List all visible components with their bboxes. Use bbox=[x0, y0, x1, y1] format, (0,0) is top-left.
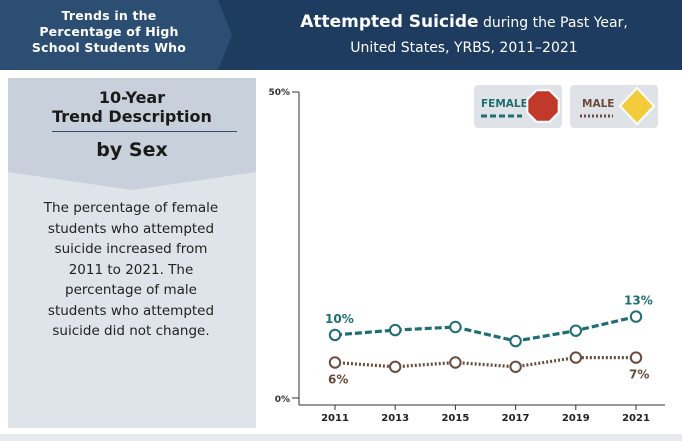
header-left-tab: Trends in the Percentage of High School … bbox=[0, 0, 232, 70]
title-rest: during the Past Year, bbox=[478, 15, 628, 31]
header-left-line: Trends in the bbox=[61, 8, 157, 23]
stop-sign-icon bbox=[526, 89, 560, 123]
x-tick-label: 2017 bbox=[502, 413, 530, 424]
male-series-line bbox=[334, 356, 636, 369]
y-tick-label: 0% bbox=[275, 395, 290, 405]
y-tick-label: 50% bbox=[268, 88, 290, 98]
female-data-point bbox=[509, 334, 522, 348]
header-left-text: Trends in the Percentage of High School … bbox=[0, 8, 218, 56]
panel-header bbox=[8, 78, 256, 172]
header-title: Attempted Suicide during the Past Year, … bbox=[246, 10, 682, 61]
male-data-point bbox=[629, 351, 643, 364]
footer-bar bbox=[0, 434, 682, 441]
female-data-label: 13% bbox=[624, 294, 653, 308]
male-data-point bbox=[569, 351, 582, 364]
male-data-point bbox=[328, 356, 342, 369]
male-data-point bbox=[509, 360, 522, 373]
x-tick-label: 2015 bbox=[441, 413, 469, 424]
female-data-point bbox=[449, 320, 462, 334]
header-left-line: Percentage of High bbox=[39, 24, 179, 39]
x-tick-label: 2019 bbox=[562, 413, 590, 424]
male-data-label: 7% bbox=[629, 368, 649, 382]
male-data-point bbox=[389, 360, 402, 373]
female-series-line bbox=[334, 315, 637, 343]
panel-title: 10-Year Trend Description bbox=[8, 88, 256, 126]
male-data-point bbox=[449, 356, 462, 369]
x-tick-label: 2011 bbox=[321, 413, 349, 424]
male-data-label: 6% bbox=[328, 373, 348, 387]
title-subtitle: United States, YRBS, 2011–2021 bbox=[350, 40, 578, 56]
x-tick-label: 2013 bbox=[381, 413, 409, 424]
panel-title-line: 10-Year bbox=[98, 88, 166, 107]
panel-description: The percentage of female students who at… bbox=[43, 200, 219, 339]
title-bold: Attempted Suicide bbox=[300, 12, 479, 32]
panel-subtitle: by Sex bbox=[96, 139, 168, 161]
panel-divider bbox=[52, 131, 237, 132]
female-data-point bbox=[389, 323, 402, 337]
x-tick-label: 2021 bbox=[622, 413, 650, 424]
header-left-line: School Students Who bbox=[31, 40, 187, 55]
female-data-point bbox=[569, 324, 582, 337]
header-banner: Trends in the Percentage of High School … bbox=[0, 0, 682, 70]
female-data-label: 10% bbox=[325, 312, 354, 326]
male-legend-label: MALE bbox=[582, 98, 614, 110]
panel-title-line: Trend Description bbox=[52, 107, 212, 126]
yield-sign-icon bbox=[618, 86, 656, 126]
female-data-point bbox=[629, 310, 643, 323]
trend-description-panel: 10-Year Trend Description by Sex The per… bbox=[8, 78, 256, 428]
female-legend-label: FEMALE bbox=[481, 98, 528, 110]
female-data-point bbox=[328, 328, 342, 342]
